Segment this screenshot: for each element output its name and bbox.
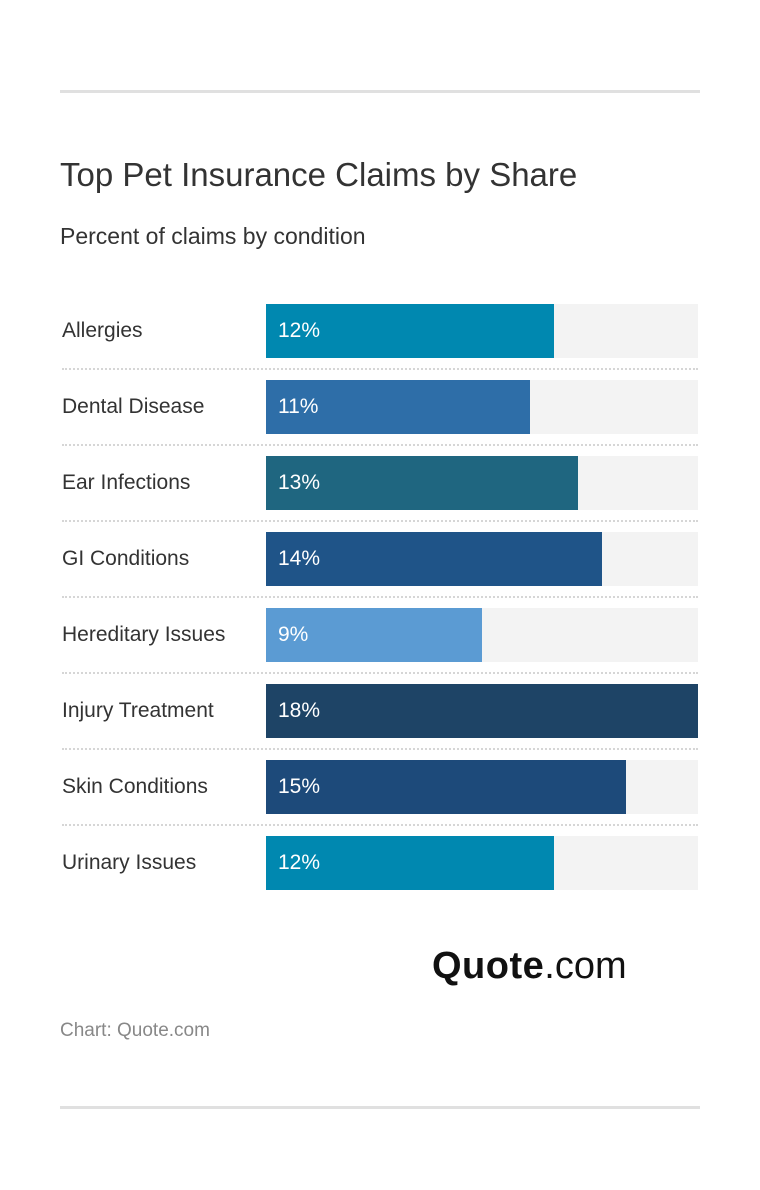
bar — [266, 608, 482, 662]
bar — [266, 304, 554, 358]
source-note: Chart: Quote.com — [60, 1020, 210, 1041]
chart-title: Top Pet Insurance Claims by Share — [60, 156, 578, 193]
category-label: Allergies — [62, 319, 143, 342]
bar-track: 18% — [266, 684, 698, 738]
category-label: Skin Conditions — [62, 775, 208, 798]
bar-row: Urinary Issues 12% — [62, 836, 698, 890]
top-rule — [60, 90, 700, 93]
bar-row: Ear Infections 13% — [62, 456, 698, 510]
row-separator — [62, 368, 698, 370]
row-separator — [62, 672, 698, 674]
bar — [266, 760, 626, 814]
bar — [266, 836, 554, 890]
value-label: 13% — [278, 471, 321, 494]
chart-subtitle: Percent of claims by condition — [60, 223, 366, 249]
row-separator — [62, 444, 698, 446]
category-label: GI Conditions — [62, 547, 190, 570]
category-label: Injury Treatment — [62, 699, 214, 722]
bar-track: 12% — [266, 304, 698, 358]
value-label: 18% — [278, 699, 321, 722]
category-label: Ear Infections — [62, 471, 191, 494]
row-separator — [62, 520, 698, 522]
row-separator — [62, 824, 698, 826]
value-label: 11% — [278, 395, 319, 418]
value-label: 14% — [278, 547, 321, 570]
value-label: 12% — [278, 851, 321, 874]
category-label: Urinary Issues — [62, 851, 197, 874]
bar-row: GI Conditions 14% — [62, 532, 698, 586]
bar — [266, 684, 698, 738]
value-label: 15% — [278, 775, 321, 798]
bottom-rule — [60, 1106, 700, 1109]
bar-track: 15% — [266, 760, 698, 814]
bar-track: 13% — [266, 456, 698, 510]
bar — [266, 532, 602, 586]
row-separator — [62, 748, 698, 750]
value-label: 12% — [278, 319, 321, 342]
bar-row: Hereditary Issues 9% — [62, 608, 698, 662]
category-label: Hereditary Issues — [62, 623, 226, 646]
bar-row: Injury Treatment 18% — [62, 684, 698, 738]
bar-track: 11% — [266, 380, 698, 434]
bar-row: Skin Conditions 15% — [62, 760, 698, 814]
value-label: 9% — [278, 623, 309, 646]
bar-track: 14% — [266, 532, 698, 586]
bar — [266, 380, 530, 434]
row-separator — [62, 596, 698, 598]
bar — [266, 456, 578, 510]
bar-row: Allergies 12% — [62, 304, 698, 358]
category-label: Dental Disease — [62, 395, 205, 418]
bar-track: 12% — [266, 836, 698, 890]
bar-row: Dental Disease 11% — [62, 380, 698, 434]
quote-logo: Quote.com — [432, 945, 627, 987]
bar-track: 9% — [266, 608, 698, 662]
